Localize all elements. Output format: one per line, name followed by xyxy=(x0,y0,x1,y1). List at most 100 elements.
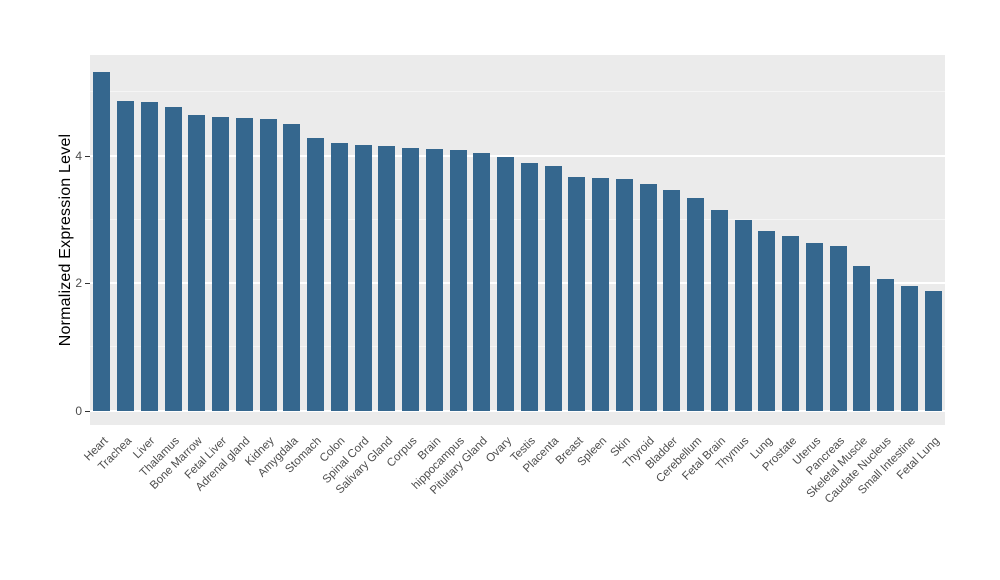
x-tick-cell: Cerebellum xyxy=(654,427,708,547)
bar-column xyxy=(708,55,732,411)
bar-column xyxy=(114,55,138,411)
bar-column xyxy=(874,55,898,411)
minor-gridline xyxy=(90,91,945,93)
bar-column xyxy=(803,55,827,411)
bar xyxy=(354,145,372,411)
bar-column xyxy=(684,55,708,411)
minor-gridline xyxy=(90,346,945,348)
y-tick-mark xyxy=(85,411,90,412)
bar xyxy=(402,147,420,411)
x-tick-cell: Trachea xyxy=(96,427,138,547)
bar-column xyxy=(90,55,114,411)
y-axis-title: Normalized Expression Level xyxy=(57,133,74,347)
bar-column xyxy=(161,55,185,411)
bar-column xyxy=(826,55,850,411)
bar xyxy=(544,166,562,411)
bar xyxy=(924,291,942,411)
bar xyxy=(235,117,253,411)
bar xyxy=(259,118,277,411)
x-tick-cell: Adrenal gland xyxy=(194,427,257,547)
y-tick-label: 2 xyxy=(75,276,82,291)
x-tick-cell: Testis xyxy=(509,427,542,547)
bar xyxy=(829,245,847,411)
x-tick-cell: Prostate xyxy=(760,427,803,547)
x-tick-cell: Thalamus xyxy=(137,427,185,547)
minor-gridline xyxy=(90,218,945,220)
bar xyxy=(900,285,918,411)
bar-column xyxy=(304,55,328,411)
x-tick-cell: Fetal Liver xyxy=(183,427,233,547)
bar xyxy=(710,210,728,411)
x-tick-cell: hippocampus xyxy=(410,427,470,547)
x-tick-cell: Kidney xyxy=(243,427,280,547)
x-tick-cell: Stomach xyxy=(284,427,328,547)
bar xyxy=(758,231,776,411)
bar xyxy=(615,178,633,411)
y-tick-mark xyxy=(85,283,90,285)
plot-panel xyxy=(90,55,945,425)
x-tick-cell: Thyroid xyxy=(621,427,660,547)
bar-column xyxy=(565,55,589,411)
major-gridline xyxy=(90,282,945,285)
major-gridline xyxy=(90,410,945,412)
bar xyxy=(639,183,657,411)
x-tick-cell: Heart xyxy=(82,427,114,547)
bar-column xyxy=(138,55,162,411)
bar xyxy=(473,152,491,411)
bar xyxy=(188,115,206,411)
x-tick-cell: Caudate Nucleus xyxy=(823,427,898,547)
bar xyxy=(425,148,443,411)
x-tick-cell: Breast xyxy=(553,427,589,547)
bar-column xyxy=(209,55,233,411)
bar xyxy=(805,243,823,411)
y-tick-label: 4 xyxy=(75,148,82,163)
x-tick-cell: Bladder xyxy=(644,427,684,547)
bar xyxy=(307,137,325,411)
bar-column xyxy=(779,55,803,411)
x-tick-cell: Spinal Cord xyxy=(321,427,375,547)
bar xyxy=(687,197,705,411)
bar xyxy=(663,189,681,411)
bar-column xyxy=(755,55,779,411)
x-tick-cell: Fetal Brain xyxy=(680,427,732,547)
bar-column xyxy=(375,55,399,411)
bar xyxy=(497,157,515,411)
x-tick-cell: Salivary Gland xyxy=(334,427,399,547)
bar xyxy=(734,219,752,411)
x-tick-cell: Spleen xyxy=(575,427,613,547)
x-tick-cell: Ovary xyxy=(484,427,518,547)
x-tick-cell: Pituitary Gland xyxy=(429,427,494,547)
bar-column xyxy=(731,55,755,411)
y-tick-mark xyxy=(85,155,90,157)
bar-column xyxy=(280,55,304,411)
bar-column xyxy=(328,55,352,411)
bar xyxy=(93,71,111,411)
bar xyxy=(283,123,301,411)
bar-column xyxy=(446,55,470,411)
bar-column xyxy=(233,55,257,411)
bar xyxy=(140,101,158,411)
x-tick-cell: Small Intestine xyxy=(856,427,922,547)
bar xyxy=(520,162,538,411)
bar xyxy=(877,278,895,411)
bar-column xyxy=(256,55,280,411)
bar-column xyxy=(351,55,375,411)
x-axis-labels: Heart Trachea Liver Thalamus Bone Marrow Feta… xyxy=(82,427,945,547)
bar-column xyxy=(518,55,542,411)
x-tick-cell: Placenta xyxy=(521,427,565,547)
x-tick-cell: Fetal Lung xyxy=(895,427,945,547)
bar-column xyxy=(494,55,518,411)
bar xyxy=(212,116,230,411)
bar-column xyxy=(399,55,423,411)
bar xyxy=(378,145,396,411)
x-tick-cell: Thymus xyxy=(714,427,755,547)
bar-column xyxy=(850,55,874,411)
bar xyxy=(330,143,348,411)
bar-column xyxy=(185,55,209,411)
bar xyxy=(782,236,800,411)
bar-column xyxy=(636,55,660,411)
y-tick-label: 0 xyxy=(75,404,82,418)
bar-column xyxy=(589,55,613,411)
bar-column xyxy=(613,55,637,411)
